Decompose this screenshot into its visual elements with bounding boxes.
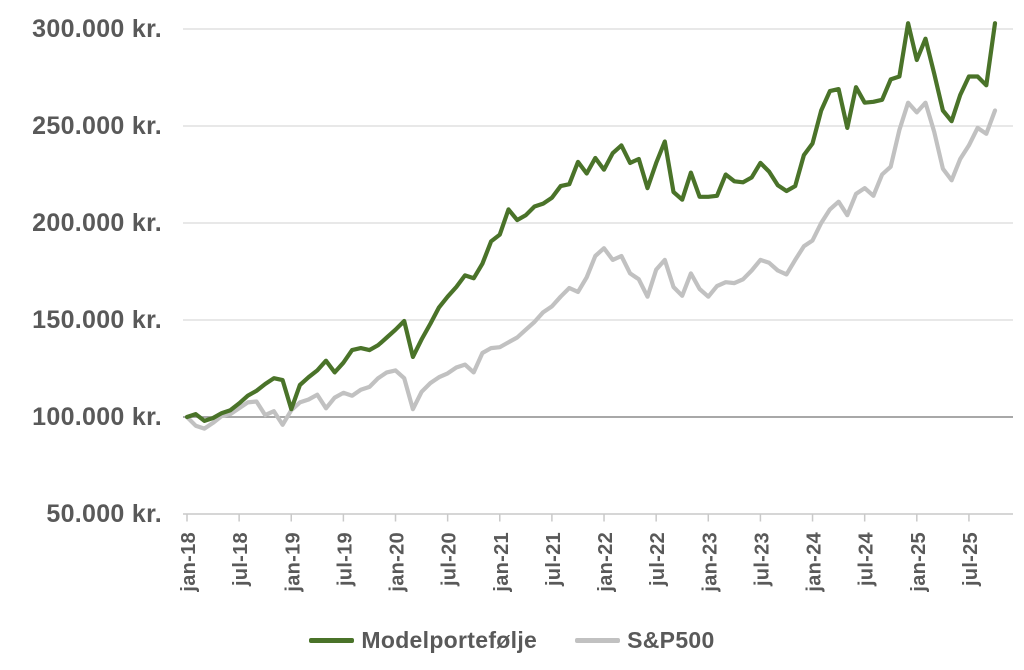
legend-label-sp500: S&P500 [627, 626, 715, 653]
x-axis-label: jan-18 [178, 532, 200, 593]
x-axis-label: jan-23 [699, 532, 721, 593]
x-axis-label: jan-19 [282, 532, 304, 593]
y-axis-label: 200.000 kr. [32, 209, 162, 237]
x-axis-label: jul-19 [334, 532, 356, 587]
y-axis-label: 50.000 kr. [46, 500, 162, 528]
series-line-modelportef-lje [184, 21, 998, 423]
y-axis-label: 250.000 kr. [32, 112, 162, 140]
x-axis-label: jul-21 [543, 532, 565, 587]
legend-swatch-sp500 [575, 637, 621, 643]
x-axis-label: jan-21 [491, 532, 513, 593]
x-axis-label: jul-23 [751, 532, 773, 587]
y-axis-label: 150.000 kr. [32, 306, 162, 334]
x-axis-label: jul-22 [647, 532, 669, 587]
legend-label-modelportefolje: Modelportefølje [361, 626, 538, 653]
x-axis-label: jan-22 [595, 532, 617, 593]
x-axis-label: jan-20 [387, 532, 409, 593]
y-axis-label: 100.000 kr. [32, 403, 162, 431]
x-axis-label: jul-24 [856, 531, 878, 587]
series-line-s-p500 [184, 100, 998, 431]
legend-swatch-modelportefolje [309, 637, 355, 643]
x-axis-label: jan-24 [804, 531, 826, 592]
chart-legend: Modelportefølje S&P500 [0, 621, 1024, 659]
x-axis-label: jan-25 [908, 532, 930, 593]
x-axis-label: jul-20 [439, 532, 461, 587]
x-axis-label: jul-18 [230, 532, 252, 587]
x-axis-label: jul-25 [960, 532, 982, 587]
y-axis-label: 300.000 kr. [32, 15, 162, 43]
